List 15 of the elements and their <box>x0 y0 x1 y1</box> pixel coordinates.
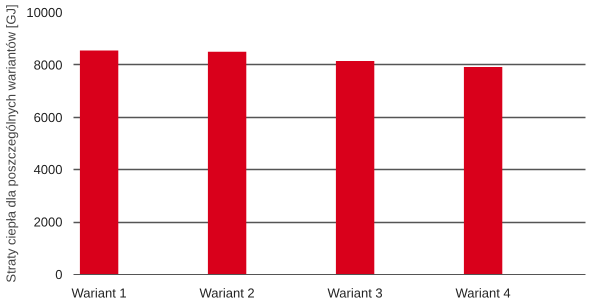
bar <box>336 60 374 274</box>
bar <box>208 52 246 274</box>
bar <box>80 50 118 274</box>
bar <box>464 66 502 274</box>
y-tick-label: 0 <box>55 267 63 282</box>
x-tick-label: Wariant 2 <box>200 286 255 300</box>
y-tick-label: 2000 <box>34 214 62 230</box>
y-axis-title: Straty ciepła dla poszczególnych wariantów [GJ] <box>3 4 18 283</box>
x-tick-label: Wariant 1 <box>72 286 127 300</box>
y-tick-label: 10000 <box>26 5 63 20</box>
y-tick-label: 6000 <box>34 110 62 125</box>
x-tick-label: Wariant 4 <box>456 286 511 300</box>
x-tick-label: Wariant 3 <box>328 286 383 300</box>
y-tick-label: 8000 <box>34 57 62 72</box>
y-tick-label: 4000 <box>34 162 62 178</box>
